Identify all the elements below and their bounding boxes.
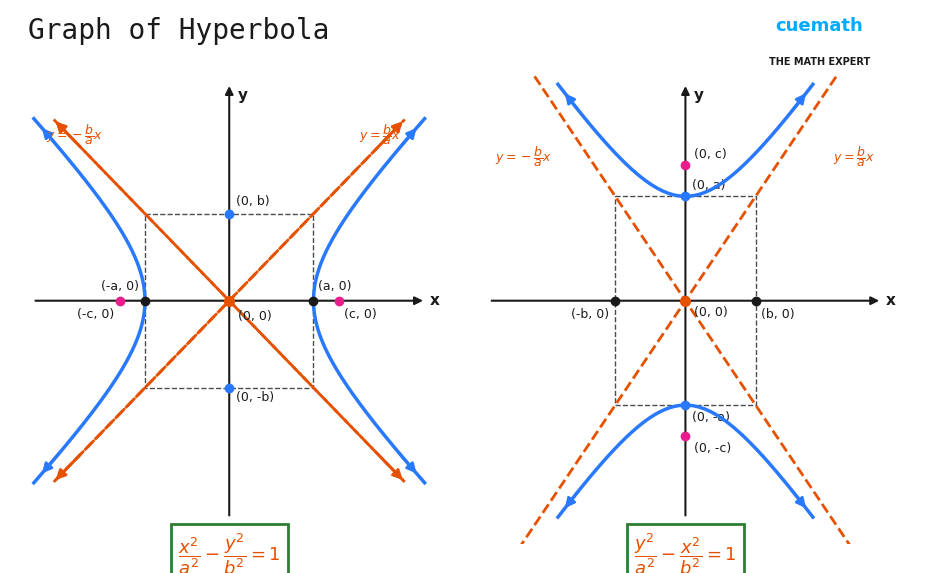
Text: (0, 0): (0, 0) bbox=[694, 307, 728, 319]
Text: x: x bbox=[429, 293, 439, 308]
Text: y: y bbox=[694, 88, 704, 103]
Text: $y = \dfrac{b}{a}x$: $y = \dfrac{b}{a}x$ bbox=[359, 122, 401, 147]
Text: (a, 0): (a, 0) bbox=[317, 280, 351, 293]
Text: cuemath: cuemath bbox=[776, 17, 863, 35]
Text: (b, 0): (b, 0) bbox=[762, 308, 795, 321]
Text: (c, 0): (c, 0) bbox=[344, 308, 377, 321]
Text: (0, c): (0, c) bbox=[694, 148, 726, 161]
Text: (-a, 0): (-a, 0) bbox=[101, 280, 140, 293]
Text: (-c, 0): (-c, 0) bbox=[77, 308, 115, 321]
Text: (0, -b): (0, -b) bbox=[236, 391, 275, 404]
Text: (0, 0): (0, 0) bbox=[237, 310, 272, 323]
Text: (0, -a): (0, -a) bbox=[693, 411, 731, 424]
Text: (0, b): (0, b) bbox=[236, 195, 270, 208]
Text: y: y bbox=[237, 88, 248, 103]
Text: THE MATH EXPERT: THE MATH EXPERT bbox=[769, 57, 870, 67]
Text: $\dfrac{y^2}{a^2} - \dfrac{x^2}{b^2} = 1$: $\dfrac{y^2}{a^2} - \dfrac{x^2}{b^2} = 1… bbox=[634, 531, 736, 573]
Text: (0, a): (0, a) bbox=[693, 179, 726, 193]
Text: x: x bbox=[885, 293, 896, 308]
Text: (0, -c): (0, -c) bbox=[694, 442, 731, 455]
Text: (-b, 0): (-b, 0) bbox=[572, 308, 610, 321]
Text: Graph of Hyperbola: Graph of Hyperbola bbox=[28, 17, 330, 45]
Text: $\dfrac{x^2}{a^2} - \dfrac{y^2}{b^2} = 1$: $\dfrac{x^2}{a^2} - \dfrac{y^2}{b^2} = 1… bbox=[178, 531, 280, 573]
Text: $y = \dfrac{b}{a}x$: $y = \dfrac{b}{a}x$ bbox=[833, 144, 875, 169]
Text: $y = -\dfrac{b}{a}x$: $y = -\dfrac{b}{a}x$ bbox=[47, 122, 103, 147]
Text: $y = -\dfrac{b}{a}x$: $y = -\dfrac{b}{a}x$ bbox=[495, 144, 553, 169]
